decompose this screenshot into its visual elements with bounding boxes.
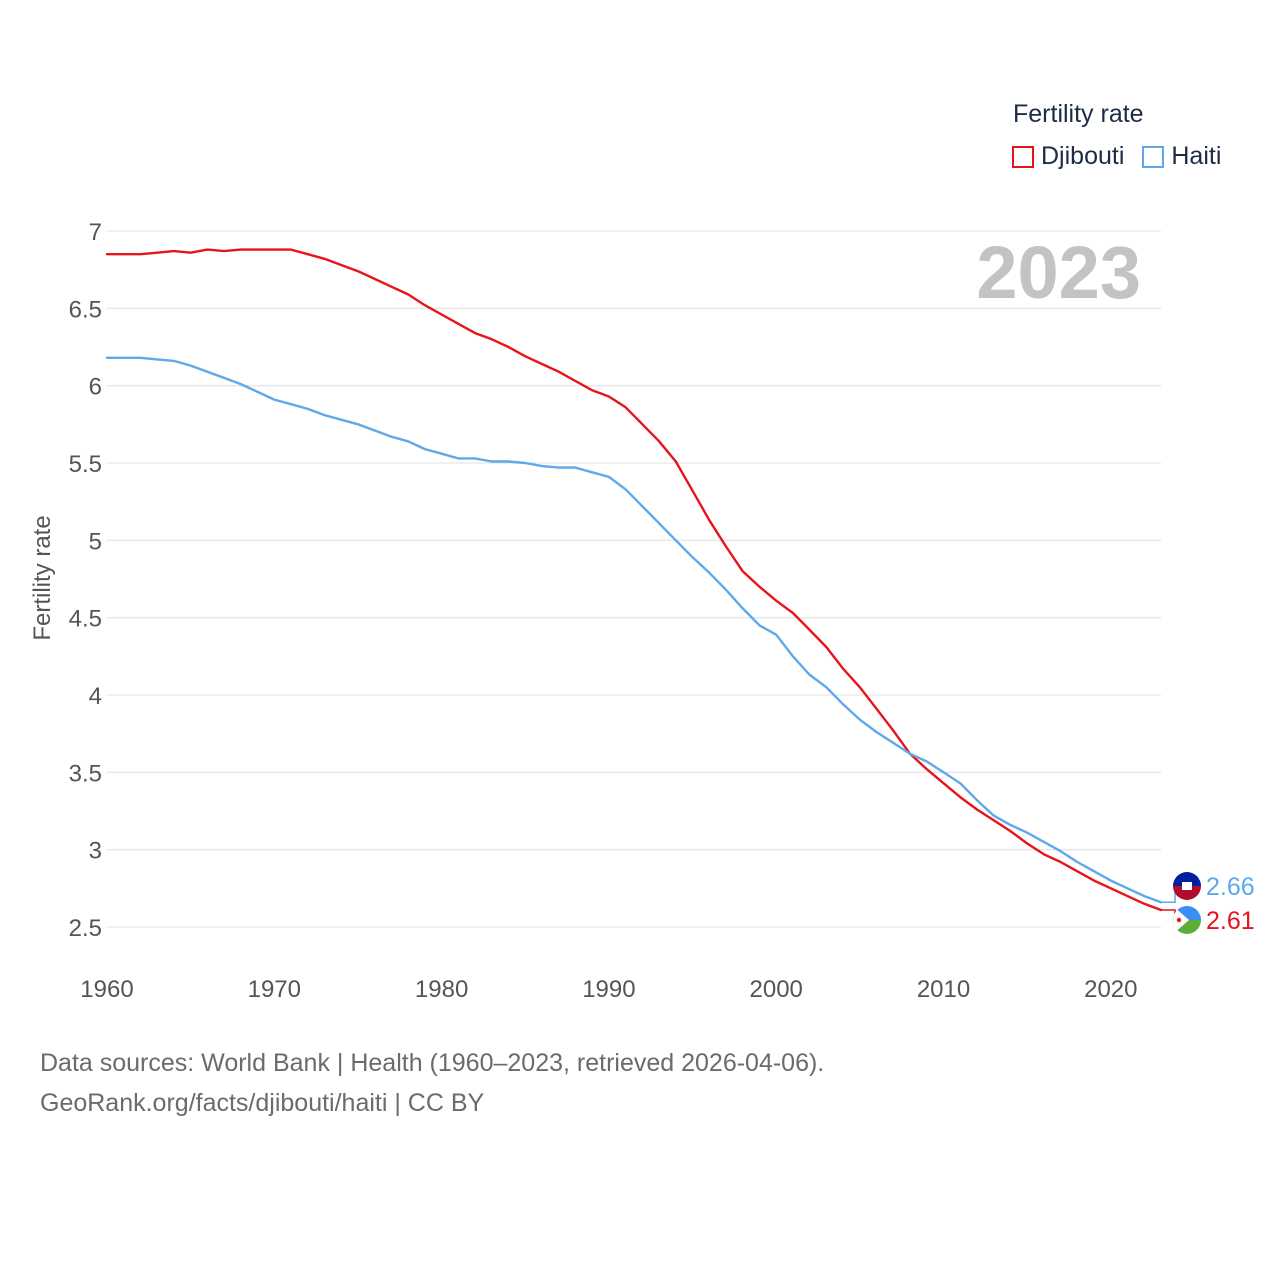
y-tick-label: 4.5 (69, 606, 102, 633)
legend: Djibouti Haiti (1012, 142, 1239, 171)
legend-label-djibouti: Djibouti (1041, 142, 1125, 170)
legend-item-haiti[interactable]: Haiti (1142, 142, 1221, 171)
legend-swatch-djibouti (1012, 145, 1034, 168)
y-tick-label: 4 (89, 683, 102, 710)
djibouti-flag-icon (1173, 906, 1201, 934)
x-tick-label: 1960 (80, 976, 133, 1003)
y-tick-label: 5.5 (69, 451, 102, 478)
year-watermark: 2023 (976, 231, 1141, 314)
y-tick-label: 6 (89, 374, 102, 401)
y-tick-label: 3 (89, 838, 102, 865)
y-tick-label: 7 (89, 219, 102, 246)
end-value-haiti: 2.66 (1206, 873, 1255, 901)
y-axis-label: Fertility rate (29, 515, 56, 640)
x-tick-label: 1980 (415, 976, 468, 1003)
y-tick-label: 5 (89, 528, 102, 555)
y-tick-label: 6.5 (69, 296, 102, 323)
y-tick-label: 3.5 (69, 760, 102, 787)
haiti-flag-icon (1173, 872, 1201, 900)
attribution-link[interactable]: GeoRank.org/facts/djibouti/haiti | CC BY (40, 1089, 485, 1117)
legend-swatch-haiti (1142, 145, 1165, 168)
y-tick-label: 2.5 (69, 915, 102, 942)
footer: Data sources: World Bank | Health (1960–… (40, 1043, 824, 1123)
data-source-note: Data sources: World Bank | Health (1960–… (40, 1049, 825, 1077)
legend-label-haiti: Haiti (1171, 142, 1222, 170)
series-line-haiti[interactable] (105, 356, 1163, 904)
x-tick-label: 1970 (248, 976, 301, 1003)
x-tick-label: 1990 (582, 976, 635, 1003)
x-tick-label: 2010 (917, 976, 970, 1003)
legend-title: Fertility rate (1013, 100, 1144, 128)
legend-item-djibouti[interactable]: Djibouti (1012, 142, 1124, 171)
x-tick-label: 2000 (750, 976, 803, 1003)
end-value-djibouti: 2.61 (1206, 907, 1255, 935)
x-tick-label: 2020 (1084, 976, 1137, 1003)
series-line-djibouti[interactable] (105, 248, 1163, 912)
